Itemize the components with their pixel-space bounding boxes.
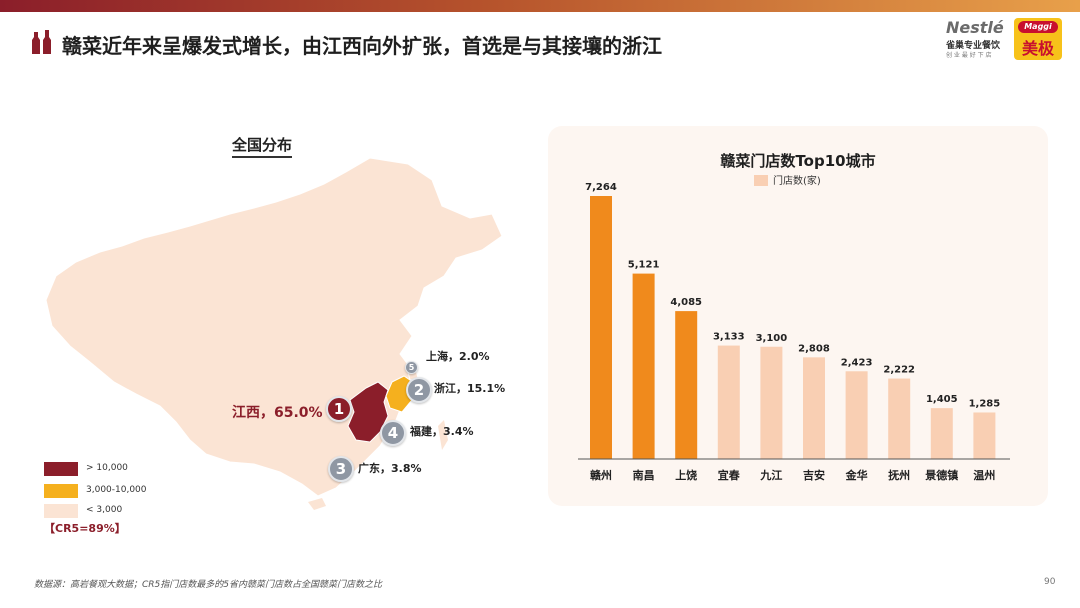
- rank-3-badge: 3: [328, 456, 354, 482]
- hainan-island-shape: [308, 498, 326, 510]
- bar-value-label-1: 7,264: [585, 182, 617, 193]
- bar-1: [590, 196, 612, 459]
- bar-5: [760, 346, 783, 459]
- jiangxi-label: 江西，65.0%: [232, 405, 323, 421]
- page-number: 90: [1044, 577, 1056, 587]
- bar-chart: 赣菜门店数Top10城市 门店数(家) 7,264 赣州 5,121 南昌 4,085 上…: [578, 152, 1010, 482]
- bar-value-label-7: 2,423: [841, 357, 873, 368]
- zhejiang-label: 浙江，15.1%: [434, 382, 506, 395]
- chart-title: 赣菜门店数Top10城市: [720, 152, 875, 170]
- category-label-5: 九江: [759, 468, 782, 482]
- category-label-2: 南昌: [633, 468, 655, 482]
- category-label-3: 上饶: [675, 468, 697, 482]
- shanghai-label: 上海，2.0%: [426, 350, 490, 363]
- legend-label-high: > 10,000: [86, 463, 128, 473]
- bar-7: [845, 371, 868, 459]
- bar-value-label-10: 1,285: [969, 398, 1001, 409]
- bar-4: [717, 345, 740, 459]
- bar-3: [675, 311, 698, 459]
- legend-swatch-mid: [44, 484, 78, 498]
- bar-value-label-3: 4,085: [670, 297, 702, 308]
- legend-swatch-low: [44, 504, 78, 518]
- legend-swatch-high: [44, 462, 78, 476]
- category-label-1: 赣州: [590, 468, 612, 482]
- china-map: [45, 157, 503, 510]
- page-title: 赣菜近年来呈爆发式增长，由江西向外扩张，首选是与其接壤的浙江: [62, 34, 662, 58]
- maggi-logo: Maggi 美极: [1014, 18, 1062, 60]
- bar-2: [632, 273, 655, 459]
- top-accent-bar: [0, 0, 1080, 12]
- bars-group: 7,264 赣州 5,121 南昌 4,085 上饶 3,133 宜春 3,100 九江 2,808…: [585, 182, 1000, 482]
- category-label-8: 抚州: [888, 468, 910, 482]
- maggi-logo-cn: 美极: [1021, 39, 1054, 58]
- source-footnote: 数据源：高岩餐观大数据；CR5指门店数最多的5省内赣菜门店数占全国赣菜门店数之比: [34, 580, 382, 590]
- map-title: 全国分布: [232, 134, 293, 158]
- jiangxi-region-shape: [347, 381, 389, 443]
- nestle-logo-sub: 雀巢专业餐饮: [946, 41, 1001, 51]
- category-label-9: 景德镇: [924, 468, 958, 482]
- fujian-label: 福建，3.4%: [410, 425, 474, 438]
- bar-6: [803, 357, 825, 459]
- bar-value-label-9: 1,405: [926, 394, 958, 405]
- chart-legend-label: 门店数(家): [773, 174, 821, 187]
- category-label-10: 温州: [973, 468, 995, 482]
- category-label-7: 金华: [845, 468, 868, 482]
- china-mainland-shape: [45, 157, 503, 497]
- bar-value-label-4: 3,133: [713, 332, 745, 343]
- bar-10: [973, 412, 996, 459]
- bar-value-label-6: 2,808: [798, 343, 830, 354]
- rank-1-badge: 1: [326, 396, 352, 422]
- maggi-logo-word: Maggi: [1018, 21, 1058, 33]
- taiwan-island-shape: [438, 420, 448, 450]
- cr5-note: 【CR5=89%】: [44, 522, 126, 535]
- category-label-6: 吉安: [803, 468, 825, 482]
- bar-9: [930, 408, 953, 459]
- nestle-logo-word: Nestlé: [946, 18, 1004, 37]
- rank-4-badge: 4: [380, 420, 406, 446]
- bar-value-label-2: 5,121: [628, 260, 660, 271]
- guangdong-label: 广东，3.8%: [358, 462, 422, 475]
- legend-label-low: < 3,000: [86, 505, 123, 515]
- bottle-icon: [32, 30, 51, 54]
- bar-value-label-8: 2,222: [883, 365, 915, 376]
- rank-5-badge: 5: [405, 361, 418, 374]
- rank-2-badge: 2: [406, 377, 432, 403]
- legend-label-mid: 3,000-10,000: [86, 485, 147, 495]
- bar-value-label-5: 3,100: [756, 333, 788, 344]
- chart-panel: [548, 126, 1048, 506]
- chart-legend-swatch: [754, 175, 768, 186]
- bar-8: [888, 378, 911, 459]
- nestle-logo-tag: 创 业 最 好 下 店: [946, 52, 992, 59]
- nestle-logo: Nestlé 雀巢专业餐饮 创 业 最 好 下 店: [944, 18, 1012, 60]
- category-label-4: 宜春: [718, 468, 741, 482]
